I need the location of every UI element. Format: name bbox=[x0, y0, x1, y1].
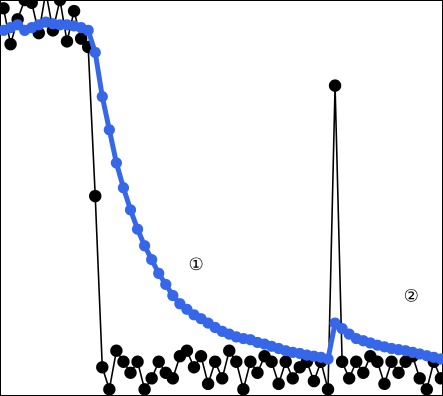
raw-point bbox=[434, 372, 443, 385]
smooth-point bbox=[160, 278, 172, 291]
raw-point bbox=[307, 374, 321, 388]
smooth-point bbox=[96, 91, 108, 103]
raw-point bbox=[378, 377, 391, 391]
raw-point bbox=[152, 355, 165, 368]
raw-point bbox=[350, 355, 363, 368]
raw-point bbox=[286, 372, 299, 385]
raw-point bbox=[385, 355, 398, 368]
raw-point bbox=[96, 361, 109, 374]
raw-point bbox=[216, 372, 229, 385]
smooth-point bbox=[124, 204, 137, 216]
raw-point bbox=[187, 361, 201, 374]
smooth-point bbox=[82, 24, 94, 36]
raw-point bbox=[194, 350, 208, 363]
raw-point bbox=[74, 32, 88, 45]
smooth-point bbox=[110, 157, 122, 169]
raw-point bbox=[420, 383, 433, 396]
raw-point bbox=[67, 4, 81, 18]
smooth-point bbox=[153, 267, 165, 279]
raw-point bbox=[4, 37, 17, 51]
smooth-point bbox=[103, 124, 115, 136]
raw-point bbox=[180, 344, 194, 357]
raw-point bbox=[53, 0, 67, 7]
smooth-point bbox=[435, 353, 443, 365]
raw-point bbox=[279, 355, 292, 368]
raw-point bbox=[0, 2, 10, 15]
raw-point bbox=[251, 366, 264, 379]
annotation-2: ② bbox=[404, 287, 419, 307]
raw-point bbox=[103, 383, 116, 396]
annotation-1: ① bbox=[188, 255, 203, 275]
raw-point bbox=[208, 355, 222, 368]
raw-point bbox=[237, 383, 250, 396]
raw-point bbox=[371, 355, 384, 368]
raw-point bbox=[145, 372, 158, 385]
smooth-point bbox=[117, 182, 130, 194]
raw-point bbox=[342, 372, 356, 385]
raw-point bbox=[223, 344, 236, 357]
raw-point bbox=[60, 35, 74, 48]
smooth-point bbox=[131, 223, 144, 235]
raw-point bbox=[201, 377, 215, 391]
raw-point bbox=[89, 189, 102, 203]
raw-point bbox=[131, 355, 144, 368]
raw-point bbox=[230, 355, 243, 368]
raw-point bbox=[166, 372, 180, 385]
raw-point bbox=[117, 355, 130, 368]
smooth-point bbox=[167, 289, 179, 302]
annotations: ① ② bbox=[188, 255, 418, 306]
raw-point bbox=[413, 372, 426, 385]
raw-point bbox=[25, 0, 38, 9]
raw-point bbox=[328, 79, 342, 92]
smoothed-series bbox=[0, 16, 443, 365]
smooth-point bbox=[139, 240, 151, 252]
raw-point bbox=[392, 366, 405, 379]
raw-point bbox=[110, 344, 123, 357]
raw-point bbox=[335, 355, 349, 368]
raw-point bbox=[321, 383, 335, 396]
raw-point bbox=[357, 366, 370, 379]
raw-point bbox=[272, 377, 285, 391]
smooth-point bbox=[89, 46, 101, 59]
raw-point bbox=[138, 383, 151, 396]
raw-point bbox=[244, 355, 257, 368]
raw-point bbox=[124, 366, 137, 379]
raw-point bbox=[265, 355, 278, 368]
smooth-point bbox=[322, 353, 334, 365]
smooth-point bbox=[146, 253, 158, 266]
